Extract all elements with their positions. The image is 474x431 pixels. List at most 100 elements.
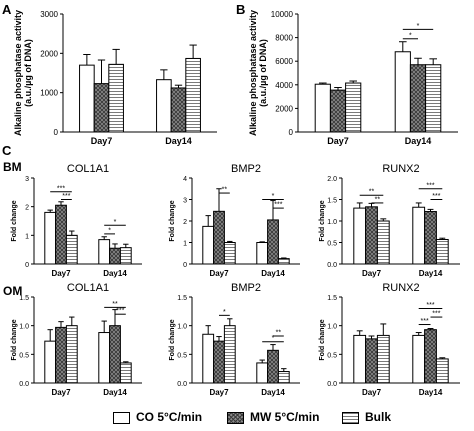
x-tick-label: Day14 [165,136,192,146]
y-axis-label: Alkaline phosphatase activity(a.u./µg of… [248,10,268,136]
bar [119,362,132,384]
significance-label: * [108,227,111,234]
y-axis-label-line: (a.u./µg of DNA) [258,39,268,107]
bar [93,83,110,133]
legend-swatch-co [113,412,130,424]
significance-label: * [223,309,226,316]
y-tick-label: 0.0 [19,381,29,388]
bar [409,64,427,133]
bar [314,83,331,133]
panel-letter-a: A [2,2,12,17]
bar [329,89,347,133]
y-tick-label: 0.5 [327,241,337,248]
y-tick-label: 1.5 [177,295,187,302]
y-tick-label: 2 [183,219,187,226]
x-tick-label: Day7 [362,269,382,278]
chart-title: COL1A1 [67,282,109,294]
significance-label: *** [116,308,124,315]
significance-label: ** [276,329,282,336]
legend-swatch-bulk [342,412,359,424]
x-tick-label: Day7 [91,136,113,146]
significance-label: *** [432,193,440,200]
bar [98,239,111,265]
x-tick-label: Day14 [103,269,127,278]
bar [79,64,95,133]
y-axis-label-line: Fold change [169,200,176,241]
significance-label: * [417,23,420,30]
bar [376,220,390,265]
x-tick-label: Day14 [103,388,127,397]
significance-label: ** [112,301,118,308]
bar [44,211,57,265]
bar [394,51,411,133]
y-tick-label: 0 [54,128,59,137]
bar [156,79,172,133]
y-tick-label: 1.5 [19,295,29,302]
x-tick-label: Day14 [419,388,443,397]
y-axis-label-line: Fold change [169,319,176,360]
y-tick-label: 2000 [275,104,293,113]
bar [202,225,215,265]
y-axis-label: Fold change [319,319,326,360]
y-tick-label: 3 [183,198,187,205]
bar [109,247,121,265]
x-tick-label: Day7 [362,388,382,397]
legend-label-bulk: Bulk [365,410,392,424]
y-tick-label: 1 [183,241,187,248]
x-tick-label: Day14 [261,388,285,397]
bar [256,242,269,265]
y-tick-label: 0 [183,262,187,269]
chart-a: Alkaline phosphatase activity(a.u./µg of… [13,10,217,146]
legend-label-mw: MW 5°C/min [250,410,320,424]
bar [108,63,124,133]
y-tick-label: 1000 [40,89,58,98]
y-tick-label: 1.0 [19,324,29,331]
row-label-om: OM [3,284,23,298]
significance-label: *** [421,318,429,325]
significance-label: *** [432,311,440,318]
y-tick-label: 0.0 [177,381,187,388]
significance-label: ** [375,196,381,203]
bar [412,334,426,384]
y-axis-label-line: (a.u./µg of DNA) [23,39,33,107]
y-tick-label: 1.0 [327,324,337,331]
y-axis-label: Fold change [169,200,176,241]
x-tick-label: Day14 [405,136,432,146]
y-tick-label: 0.0 [327,262,337,269]
y-tick-label: 0.5 [19,352,29,359]
chart-title: BMP2 [231,163,261,175]
y-tick-label: 6000 [275,57,293,66]
significance-label: *** [57,185,65,192]
panel-letter-b: B [236,2,246,17]
bar [44,340,57,384]
panel-letter-c: C [2,143,12,158]
y-axis-label-line: Fold change [11,200,18,241]
bar [65,325,78,384]
chart-title: RUNX2 [382,163,419,175]
significance-label: *** [426,302,434,309]
chart-om-col1a1: COL1A1 Fold change 0.0 0.5 1.0 1.5 Day7 Day14 **… [11,282,142,397]
significance-label: * [114,219,117,226]
bar [185,57,201,133]
x-tick-label: Day14 [261,269,285,278]
bar [267,219,279,265]
y-axis-label: Fold change [11,319,18,360]
bar [425,64,442,133]
y-tick-label: 0 [289,128,294,137]
bar [213,210,225,265]
y-axis-label-line: Alkaline phosphatase activity [248,10,258,136]
significance-label: ** [369,189,375,196]
y-axis-label: Fold change [11,200,18,241]
bar [213,340,225,384]
chart-om-runx2: RUNX2 Fold change 0.0 0.5 1.0 1.5 Day7 Day14 ***… [319,282,460,397]
y-tick-label: 0.5 [327,352,337,359]
y-tick-label: 1.5 [327,198,337,205]
y-tick-label: 8000 [275,34,293,43]
y-axis-label: Alkaline phosphatase activity(a.u./µg of… [13,10,33,136]
x-tick-label: Day14 [419,269,443,278]
y-tick-label: 1.0 [327,219,337,226]
bar [202,333,215,384]
